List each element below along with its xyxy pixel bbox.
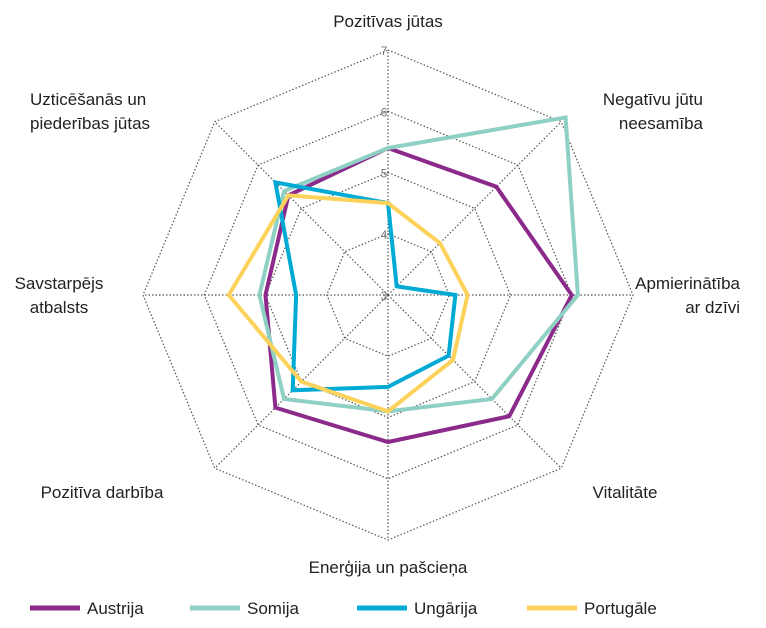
series-line	[263, 145, 575, 445]
axis-label: Pozitīvas jūtas	[333, 12, 443, 31]
series-line	[272, 179, 458, 393]
legend-label: Austrija	[87, 599, 144, 618]
axis-label: Pozitīva darbība	[40, 483, 164, 502]
axis-label: Apmierinātība ar dzīvi	[635, 274, 740, 317]
r-tick-label: 5	[381, 167, 388, 181]
axis-label: Negatīvu jūtu neesamība	[602, 90, 703, 133]
spoke	[214, 121, 389, 296]
series-line	[226, 193, 470, 414]
legend-label: Somija	[247, 599, 300, 618]
r-tick-label: 4	[381, 228, 388, 242]
spoke	[387, 121, 562, 296]
axis-label: Uzticēšanās un piederības jūtas	[30, 90, 151, 133]
axis-label: Enerģija un pašcieņa	[308, 558, 468, 577]
spoke	[387, 294, 562, 469]
axis-label: Vitalitāte	[592, 483, 658, 502]
grid-ring	[142, 49, 634, 541]
grid-ring	[326, 233, 450, 357]
r-tick-label: 7	[381, 44, 388, 58]
axis-label: Savstarpējs atbalsts	[14, 274, 104, 317]
r-tick-label: 3	[381, 289, 388, 303]
r-tick-label: 6	[381, 105, 388, 119]
legend-label: Ungārija	[414, 599, 478, 618]
legend-label: Portugāle	[584, 599, 657, 618]
